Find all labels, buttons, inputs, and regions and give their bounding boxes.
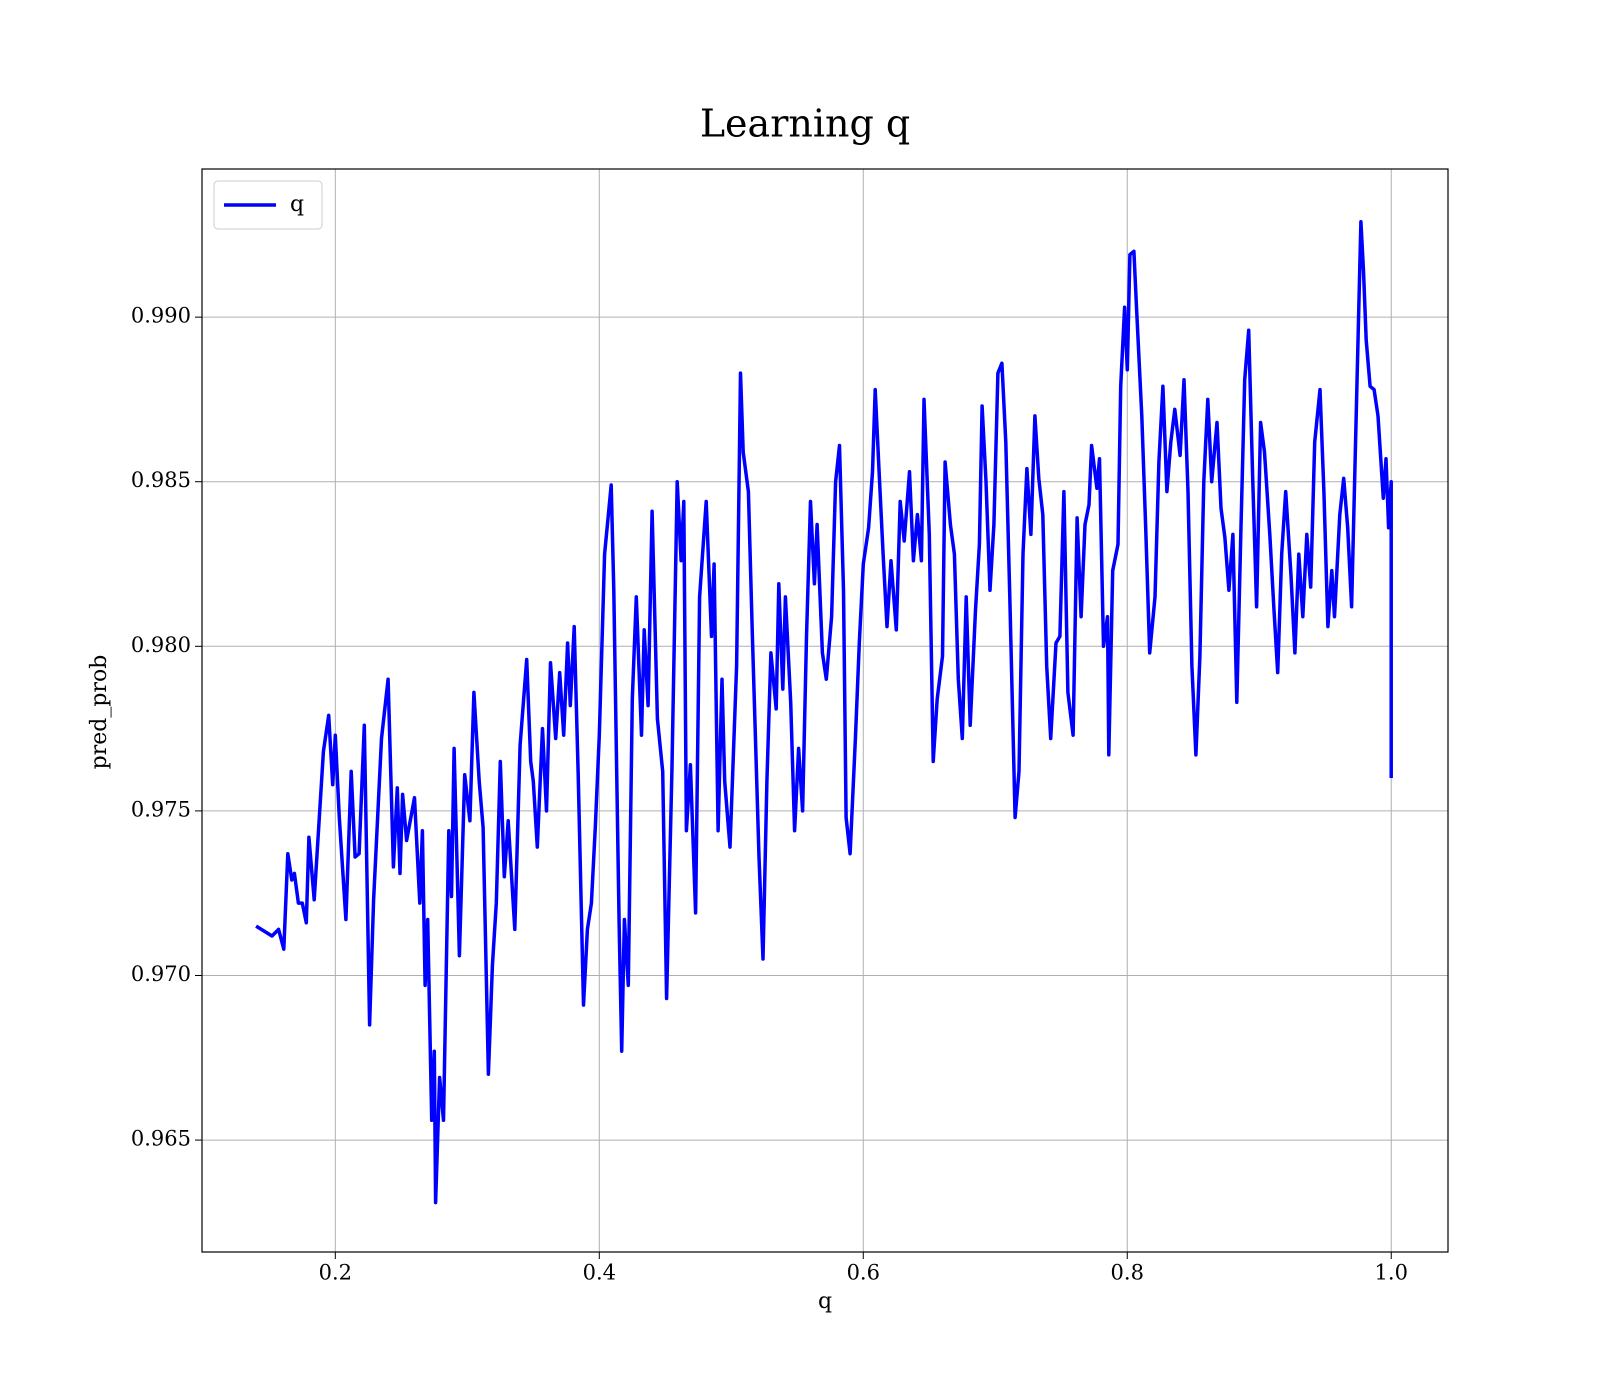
chart-title: Learning q (700, 102, 910, 146)
y-tick-label: 0.970 (131, 962, 191, 986)
y-tick-label: 0.985 (131, 468, 191, 492)
data-line (255, 219, 1393, 1205)
x-tick-label: 0.6 (847, 1261, 880, 1285)
x-tick-label: 1.0 (1375, 1261, 1408, 1285)
y-tick-label: 0.965 (131, 1127, 191, 1151)
plot-frame (201, 168, 1449, 1253)
y-tick-label: 0.990 (131, 304, 191, 328)
legend: q (213, 180, 323, 230)
legend-label: q (290, 192, 304, 217)
y-tick-label: 0.975 (131, 797, 191, 821)
x-tick-label: 0.2 (319, 1261, 352, 1285)
y-tick-label: 0.980 (131, 633, 191, 657)
x-tick-label: 0.4 (583, 1261, 616, 1285)
y-axis-label: pred_prob (87, 655, 112, 770)
x-axis-label: q (818, 1289, 832, 1314)
x-tick-label: 0.8 (1111, 1261, 1144, 1285)
